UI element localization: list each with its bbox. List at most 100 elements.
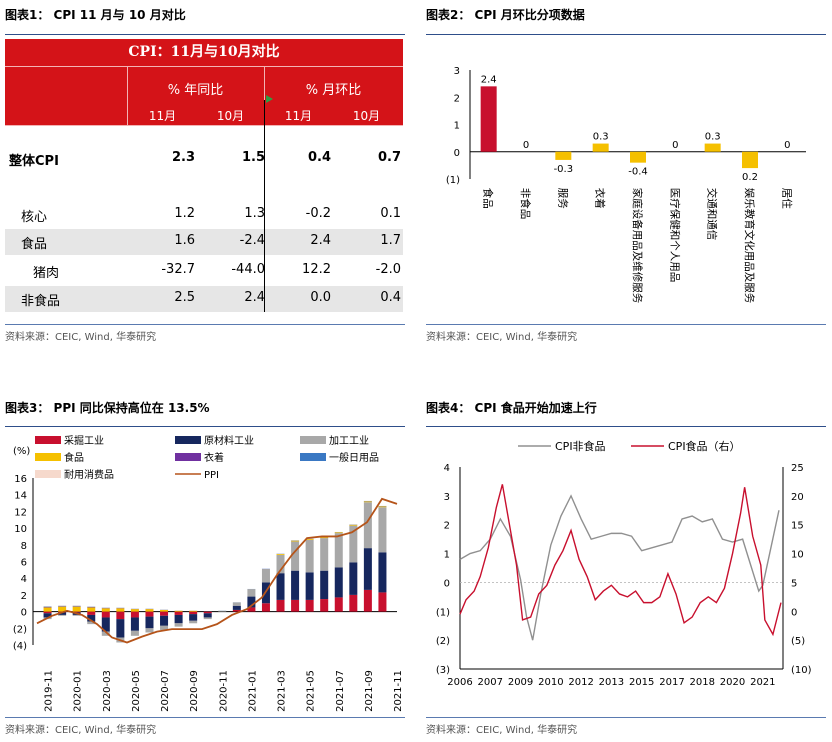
- row-value: 1.3: [244, 206, 265, 221]
- stacked-bar-segment: [101, 608, 110, 612]
- panel1-source: 资料来源：CEIC, Wind, 华泰研究: [5, 332, 157, 343]
- y-right-tick-label: 15: [791, 521, 804, 532]
- panel3-top-rule: [5, 426, 405, 427]
- y-right-tick-label: 25: [791, 463, 804, 474]
- x-tick-label: 2020-09: [189, 670, 200, 712]
- header-line-bottom: [5, 125, 403, 126]
- row-value: 0.7: [377, 150, 401, 165]
- stacked-bar-segment: [101, 617, 110, 632]
- panel2-top-rule: [426, 34, 826, 35]
- x-category-label: 家庭设备用品及维修服务: [631, 188, 644, 304]
- row-label: 非食品: [21, 294, 61, 309]
- x-tick-label: 2010: [538, 677, 563, 688]
- stacked-bar-segment: [363, 548, 372, 590]
- x-tick-label: 2021-03: [277, 670, 288, 712]
- x-tick-label: 2020-03: [102, 670, 113, 712]
- y-tick-label: (4): [13, 641, 27, 652]
- stacked-bar-segment: [130, 611, 139, 618]
- x-category-label: 非食品: [519, 188, 532, 220]
- x-tick-label: 2021: [750, 677, 775, 688]
- bar: [592, 143, 609, 152]
- stacked-bar-segment: [334, 533, 343, 568]
- legend-label: CPI非食品: [555, 439, 606, 453]
- stacked-bar-segment: [189, 620, 198, 624]
- bar: [555, 151, 572, 160]
- legend-label: 采掘工业: [64, 434, 104, 447]
- stacked-bar-segment: [320, 538, 329, 571]
- row-value: 2.4: [244, 290, 265, 305]
- row-value: 1.5: [241, 150, 265, 165]
- group-yoy-label: % 年同比: [167, 83, 224, 98]
- bar-data-label: 0: [784, 140, 790, 151]
- panel3-bottom-rule: [5, 717, 405, 718]
- table-row: 食品 1.6 -2.4 2.4 1.7: [5, 229, 403, 255]
- row-value: 1.7: [380, 233, 401, 248]
- stacked-bar-segment: [43, 607, 52, 612]
- x-tick-label: 2012: [568, 677, 593, 688]
- stacked-bar-segment: [349, 524, 358, 526]
- panel1-top-rule: [5, 34, 405, 35]
- row-value: -2.0: [375, 262, 401, 277]
- stacked-bar-segment: [334, 597, 343, 612]
- y-left-tick-label: 1: [444, 550, 450, 561]
- x-tick-label: 2019-11: [44, 670, 55, 712]
- month-header-3: 11月: [284, 109, 313, 123]
- y-tick-label: (1): [446, 175, 460, 186]
- x-tick-label: 2017: [659, 677, 684, 688]
- legend-swatch: [35, 436, 61, 444]
- stacked-bar-segment: [291, 599, 300, 612]
- stacked-bar-segment: [130, 630, 139, 636]
- stacked-bar-segment: [72, 606, 81, 612]
- x-tick-label: 2006: [447, 677, 472, 688]
- y-right-tick-label: 10: [791, 550, 804, 561]
- row-value: 0.0: [310, 290, 331, 305]
- table-row: 猪肉 -32.7 -44.0 12.2 -2.0: [5, 258, 403, 284]
- x-category-label: 娱乐教育文化用品及服务: [743, 188, 756, 304]
- stacked-bar-segment: [363, 501, 372, 503]
- green-corner-marker: [266, 95, 273, 103]
- cpi-comparison-table: CPI：11月与10月对比 % 年同比 % 月环比 11月 10月 11月 10…: [5, 39, 403, 312]
- bar-data-label: 2.4: [481, 74, 497, 85]
- stacked-bar-segment: [378, 506, 387, 508]
- y-axis-unit-label: (%): [13, 446, 30, 457]
- month-header-4: 10月: [352, 109, 381, 123]
- legend-swatch: [175, 436, 201, 444]
- stacked-bar-segment: [247, 596, 256, 608]
- stacked-bar-segment: [363, 502, 372, 549]
- y-right-tick-label: 20: [791, 492, 804, 503]
- legend-label: 一般日用品: [329, 451, 379, 464]
- y-right-tick-label: 0: [791, 607, 797, 618]
- stacked-bar-segment: [87, 614, 96, 622]
- month-header-1: 11月: [148, 109, 177, 123]
- bar-data-label: -0.4: [628, 167, 648, 178]
- bar-data-label: 0.3: [705, 132, 721, 143]
- y-tick-label: 8: [21, 541, 27, 552]
- x-tick-label: 2020-01: [73, 670, 84, 712]
- stacked-bar-segment: [58, 612, 67, 615]
- stacked-bar-segment: [203, 613, 212, 618]
- y-left-tick-label: 3: [444, 492, 450, 503]
- stacked-bar-segment: [145, 609, 154, 612]
- x-tick-label: 2018: [690, 677, 715, 688]
- stacked-bar-segment: [276, 599, 285, 612]
- stacked-bar-segment: [291, 540, 300, 542]
- stacked-bar-segment: [130, 609, 139, 612]
- cpi-food-line: [459, 484, 782, 637]
- y-tick-label: 2: [21, 591, 27, 602]
- x-category-label: 交通和通信: [706, 188, 719, 241]
- stacked-bar-segment: [43, 613, 52, 618]
- stacked-bar-segment: [101, 631, 110, 636]
- stacked-bar-segment: [174, 610, 183, 612]
- legend-label: 衣着: [204, 451, 224, 464]
- y-tick-label: 0: [21, 608, 27, 619]
- x-category-label: 服务: [556, 188, 569, 209]
- stacked-bar-segment: [72, 614, 81, 616]
- stacked-bar-segment: [247, 607, 256, 612]
- stacked-bar-segment: [116, 619, 125, 638]
- row-value: 2.4: [310, 233, 331, 248]
- x-tick-label: 2013: [599, 677, 624, 688]
- panel4-source: 资料来源：CEIC, Wind, 华泰研究: [426, 725, 578, 736]
- stacked-bar-segment: [349, 562, 358, 595]
- row-label: 猪肉: [33, 266, 60, 281]
